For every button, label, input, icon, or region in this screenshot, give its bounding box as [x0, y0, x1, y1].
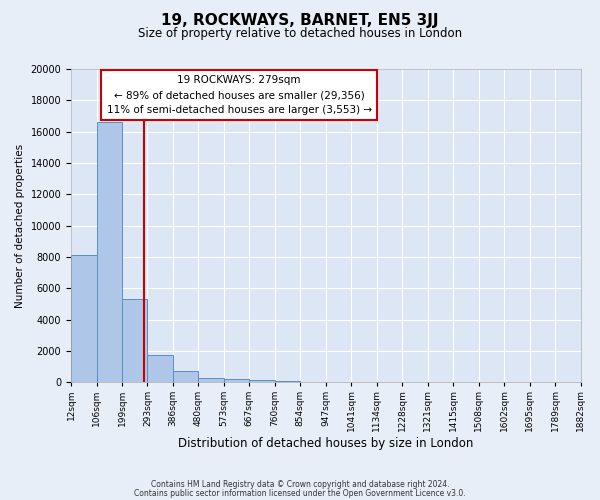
Bar	[148, 355, 173, 382]
Bar	[122, 300, 148, 382]
Bar	[275, 381, 300, 382]
Bar	[199, 378, 224, 382]
Bar	[173, 370, 199, 382]
Text: 19 ROCKWAYS: 279sqm
← 89% of detached houses are smaller (29,356)
11% of semi-de: 19 ROCKWAYS: 279sqm ← 89% of detached ho…	[107, 76, 372, 115]
Text: Contains public sector information licensed under the Open Government Licence v3: Contains public sector information licen…	[134, 489, 466, 498]
Bar	[97, 122, 122, 382]
Text: 19, ROCKWAYS, BARNET, EN5 3JJ: 19, ROCKWAYS, BARNET, EN5 3JJ	[161, 12, 439, 28]
Bar	[71, 256, 97, 382]
Y-axis label: Number of detached properties: Number of detached properties	[15, 144, 25, 308]
Text: Contains HM Land Registry data © Crown copyright and database right 2024.: Contains HM Land Registry data © Crown c…	[151, 480, 449, 489]
Bar	[224, 379, 250, 382]
Text: Size of property relative to detached houses in London: Size of property relative to detached ho…	[138, 28, 462, 40]
Bar	[250, 380, 275, 382]
X-axis label: Distribution of detached houses by size in London: Distribution of detached houses by size …	[178, 437, 473, 450]
